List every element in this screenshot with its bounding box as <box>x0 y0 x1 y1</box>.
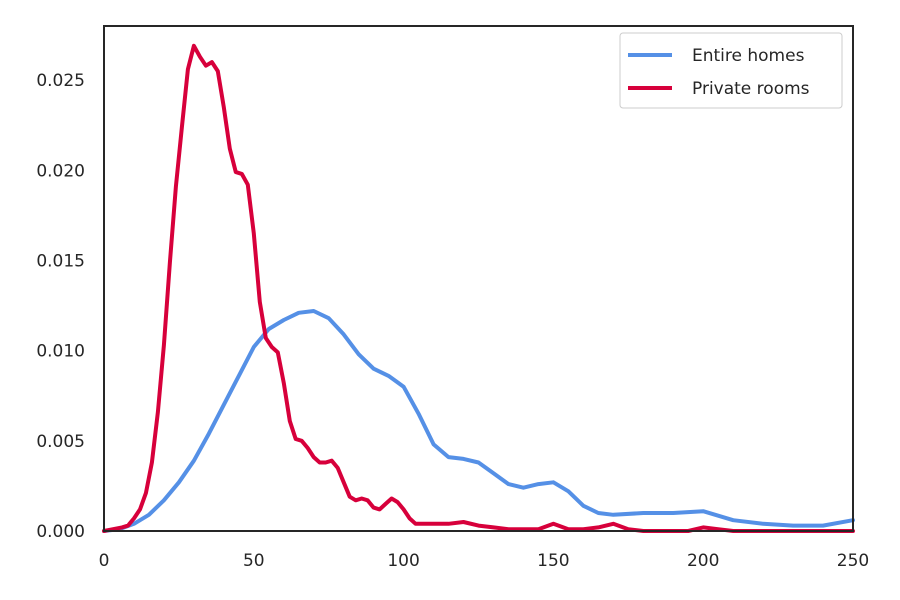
legend: Entire homes Private rooms <box>619 32 843 109</box>
y-tick-label: 0.020 <box>36 161 85 181</box>
x-axis-ticks: 0 50 100 150 200 250 <box>99 551 870 571</box>
legend-label-private-rooms: Private rooms <box>692 79 810 99</box>
plot-frame <box>103 25 854 532</box>
legend-box <box>619 32 843 109</box>
y-tick-label: 0.000 <box>36 522 85 542</box>
y-tick-label: 0.005 <box>36 432 85 452</box>
x-tick-label: 100 <box>387 551 419 571</box>
x-tick-label: 0 <box>99 551 110 571</box>
x-tick-label: 250 <box>837 551 869 571</box>
plot-background <box>104 26 853 531</box>
x-tick-label: 200 <box>687 551 719 571</box>
legend-label-entire-homes: Entire homes <box>692 46 805 66</box>
y-axis-ticks: 0.000 0.005 0.010 0.015 0.020 0.025 <box>36 71 85 542</box>
y-tick-label: 0.025 <box>36 71 85 91</box>
series-line-private-rooms <box>102 43 855 533</box>
y-tick-label: 0.015 <box>36 251 85 271</box>
x-tick-label: 150 <box>537 551 569 571</box>
x-tick-label: 50 <box>243 551 265 571</box>
series-layer <box>102 43 855 533</box>
y-tick-label: 0.010 <box>36 342 85 362</box>
series-line-entire-homes <box>102 309 855 533</box>
